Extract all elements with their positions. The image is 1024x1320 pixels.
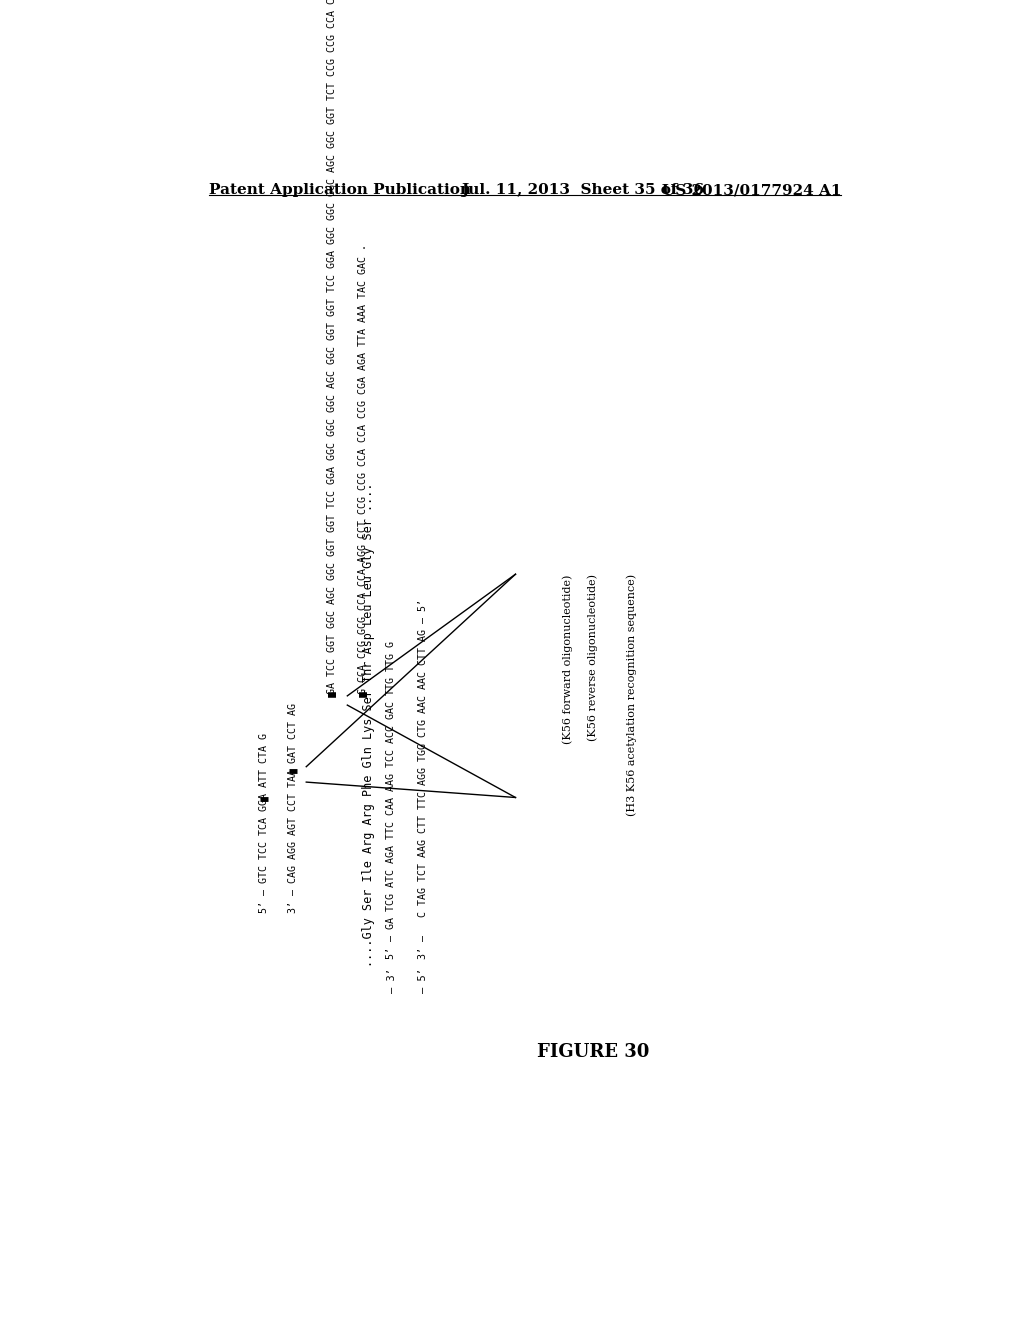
Text: – 3’: – 3’ (387, 969, 397, 994)
Text: 5’ – GTC TCC TCA GGA ATT CTA G: 5’ – GTC TCC TCA GGA ATT CTA G (259, 733, 268, 913)
Text: (K56 forward oligonucleotide): (K56 forward oligonucleotide) (563, 574, 573, 743)
Text: 3’ –   C TAG TCT AAG CTT TTC AGG TGG CTG AAC AAC CTT AG – 5’: 3’ – C TAG TCT AAG CTT TTC AGG TGG CTG A… (418, 599, 427, 960)
Text: GA TCC GGT GGC AGC GGC GGT GGT TCC GGA GGC GGC GGC AGC GGC GGT GGT TCC GGA GGC G: GA TCC GGT GGC AGC GGC GGT GGT TCC GGA G… (327, 0, 337, 693)
Text: US 2013/0177924 A1: US 2013/0177924 A1 (662, 183, 841, 197)
Text: 3’ – CAG AGG AGT CCT TAA GAT CCT AG: 3’ – CAG AGG AGT CCT TAA GAT CCT AG (288, 704, 298, 913)
Text: FIGURE 30: FIGURE 30 (537, 1043, 649, 1060)
Text: (K56 reverse oligonucleotide): (K56 reverse oligonucleotide) (588, 574, 598, 742)
Text: G CCA CCG GCG CCA CCA AGG CCT CCG CCG CCA CCA CCG CGA AGA TTA AAA TAC GAC .: G CCA CCG GCG CCA CCA AGG CCT CCG CCG CC… (357, 244, 368, 693)
Text: ....Gly Ser Ile Arg Arg Phe Gln Lys Ser Thr Asp Leu Leu Gly Ser ....: ....Gly Ser Ile Arg Arg Phe Gln Lys Ser … (361, 482, 375, 966)
Text: Jul. 11, 2013  Sheet 35 of 36: Jul. 11, 2013 Sheet 35 of 36 (461, 183, 705, 197)
Text: Patent Application Publication: Patent Application Publication (209, 183, 471, 197)
Text: – 5’: – 5’ (418, 969, 428, 994)
Text: (H3 K56 acetylation recognition sequence): (H3 K56 acetylation recognition sequence… (627, 574, 637, 816)
Text: 5’ – GA TCG ATC AGA TTC CAA AAG TCC ACC GAC TTG TTG G: 5’ – GA TCG ATC AGA TTC CAA AAG TCC ACC … (386, 642, 396, 960)
